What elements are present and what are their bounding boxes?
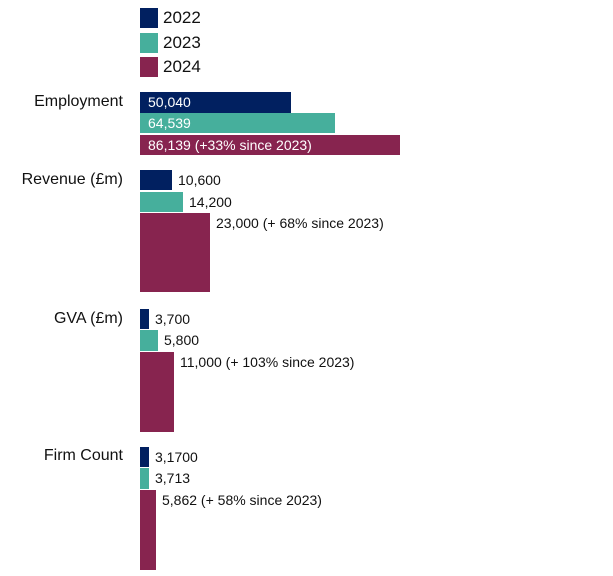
data-label: 10,600 (178, 172, 221, 188)
category-label: GVA (£m) (53, 310, 123, 327)
data-label: 64,539 (148, 115, 191, 131)
data-label: 86,139 (+33% since 2023) (148, 137, 312, 153)
data-label: 14,200 (189, 194, 232, 210)
bar-2023 (140, 330, 158, 351)
bar-2022 (140, 170, 172, 190)
category-label: Revenue (£m) (21, 171, 123, 188)
bar-2024 (140, 352, 174, 432)
bar-2023 (140, 468, 149, 489)
data-label: 3,700 (155, 311, 191, 327)
bar-2023 (140, 113, 335, 133)
legend-label-2024: 2024 (163, 57, 201, 76)
data-label: 11,000 (+ 103% since 2023) (180, 354, 355, 370)
data-label: 23,000 (+ 68% since 2023) (216, 215, 384, 231)
category-label: Employment (34, 93, 123, 110)
legend-label-2022: 2022 (163, 8, 201, 27)
legend-swatch-2024 (140, 57, 158, 77)
bar-2022 (140, 92, 291, 113)
bar-2023 (140, 192, 183, 212)
data-label: 50,040 (148, 94, 191, 110)
data-label: 3,713 (155, 470, 191, 486)
bar-2024 (140, 490, 156, 570)
legend-swatch-2023 (140, 33, 158, 53)
legend-label-2023: 2023 (163, 33, 201, 52)
bar-2022 (140, 447, 149, 467)
data-label: 5,862 (+ 58% since 2023) (162, 492, 322, 508)
bar-2022 (140, 309, 149, 329)
bar-2024 (140, 135, 400, 155)
category-label: Firm Count (43, 447, 123, 464)
data-label: 3,1700 (155, 449, 198, 465)
bar-2024 (140, 213, 210, 292)
legend-swatch-2022 (140, 8, 158, 28)
data-label: 5,800 (164, 332, 200, 348)
